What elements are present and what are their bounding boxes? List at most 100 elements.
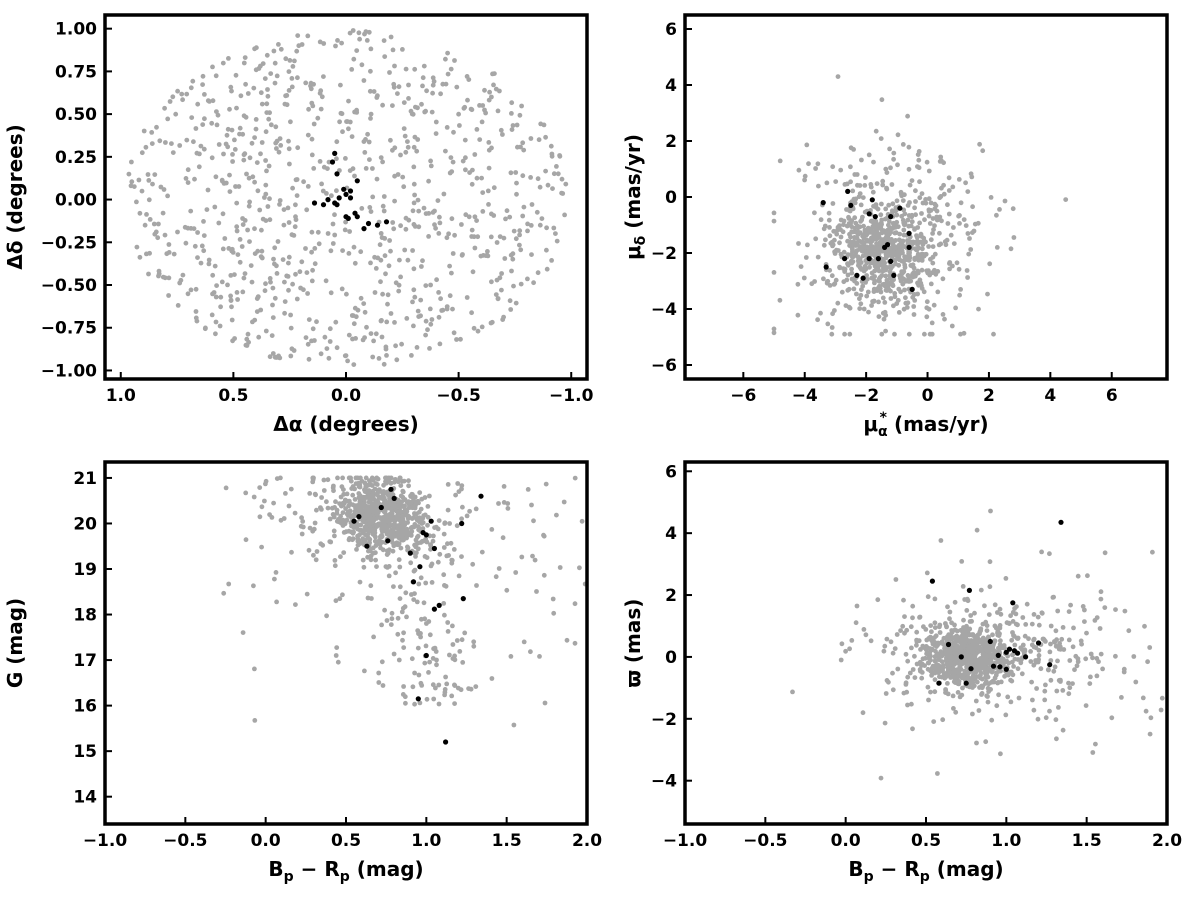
field-star-point <box>445 482 451 487</box>
field-star-point <box>236 184 242 189</box>
field-star-point <box>286 138 291 144</box>
field-star-point <box>250 319 255 325</box>
field-star-point <box>562 212 567 218</box>
field-star-point <box>431 533 436 539</box>
field-star-point <box>400 47 405 52</box>
field-star-point <box>935 667 941 673</box>
field-star-point <box>872 274 877 279</box>
field-star-point <box>1121 669 1127 675</box>
field-star-point <box>299 531 305 537</box>
field-star-point <box>973 644 979 649</box>
field-star-point <box>852 172 858 177</box>
field-star-point <box>945 221 951 226</box>
field-star-point <box>865 289 871 295</box>
field-star-point <box>223 180 229 186</box>
field-star-point <box>890 243 896 249</box>
field-star-point <box>933 271 939 277</box>
member-star-point <box>848 202 854 208</box>
field-star-point <box>849 199 855 205</box>
x-tick-label: 1.0 <box>106 386 136 406</box>
field-star-point <box>950 693 956 699</box>
field-star-point <box>450 623 455 629</box>
field-star-point <box>845 272 851 278</box>
field-star-point <box>382 54 388 59</box>
field-star-point <box>401 645 407 650</box>
field-star-point <box>243 490 249 496</box>
field-star-point <box>510 256 516 262</box>
field-star-point <box>984 628 990 633</box>
field-star-point <box>1030 697 1035 703</box>
field-star-point <box>472 214 478 220</box>
field-star-point <box>447 521 452 526</box>
field-star-point <box>194 318 200 324</box>
field-star-point <box>160 210 166 216</box>
field-star-point <box>386 263 392 269</box>
field-star-point <box>956 213 961 219</box>
field-star-point <box>511 722 517 728</box>
field-star-point <box>353 314 359 320</box>
field-star-point <box>910 615 915 621</box>
field-star-point <box>921 289 927 295</box>
field-star-point <box>926 244 931 249</box>
field-star-point <box>901 259 906 265</box>
field-star-point <box>318 505 323 510</box>
field-star-point <box>931 719 937 724</box>
field-star-point <box>445 50 450 56</box>
field-star-point <box>325 505 331 511</box>
x-tick-label: −0.5 <box>163 831 207 851</box>
field-star-point <box>344 119 349 124</box>
field-star-point <box>319 495 324 500</box>
y-tick-label: 19 <box>73 560 97 580</box>
field-star-point <box>139 150 145 156</box>
field-star-point <box>363 532 368 538</box>
field-star-point <box>305 341 311 347</box>
field-star-point <box>274 476 280 481</box>
field-star-point <box>332 232 338 238</box>
field-star-point <box>428 158 433 164</box>
field-star-point <box>469 234 475 239</box>
field-star-point <box>500 317 506 322</box>
field-star-point <box>271 48 277 54</box>
field-star-point <box>510 123 516 128</box>
field-star-point <box>306 547 312 553</box>
member-star-point <box>320 202 327 208</box>
field-star-point <box>327 516 333 522</box>
field-star-point <box>335 475 340 481</box>
field-star-point <box>295 145 301 151</box>
field-star-point <box>376 680 382 685</box>
field-star-point <box>203 325 208 331</box>
field-star-point <box>932 689 938 695</box>
field-star-point <box>444 235 450 241</box>
field-star-point <box>867 264 872 270</box>
field-star-point <box>950 184 956 190</box>
field-star-point <box>266 163 272 169</box>
field-star-point <box>1119 695 1124 700</box>
y-tick-label: 6 <box>665 20 677 40</box>
field-star-point <box>438 296 443 302</box>
field-star-point <box>975 220 981 226</box>
field-star-point <box>460 660 466 665</box>
field-star-point <box>425 504 431 509</box>
field-star-point <box>940 276 946 282</box>
field-star-point <box>228 293 234 299</box>
field-star-point <box>406 505 412 511</box>
field-star-point <box>396 535 401 540</box>
field-star-point <box>904 627 910 633</box>
field-star-point <box>953 654 959 660</box>
field-star-point <box>227 106 232 112</box>
member-star-point <box>1023 654 1029 660</box>
field-star-point <box>129 179 135 185</box>
field-star-point <box>987 261 993 267</box>
field-star-point <box>423 643 429 649</box>
field-star-point <box>887 146 892 152</box>
field-star-point <box>974 527 980 533</box>
field-star-point <box>388 480 394 486</box>
field-star-point <box>433 685 438 691</box>
field-star-point <box>892 331 897 337</box>
field-star-point <box>835 224 841 230</box>
field-star-point <box>496 566 502 571</box>
field-star-point <box>520 173 526 179</box>
field-star-point <box>353 336 358 341</box>
field-star-point <box>293 271 298 277</box>
field-star-point <box>213 331 218 337</box>
